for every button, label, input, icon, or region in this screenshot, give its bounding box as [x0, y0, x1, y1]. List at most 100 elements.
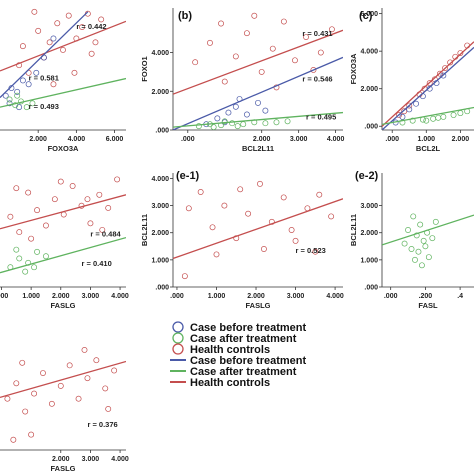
data-point — [423, 117, 430, 124]
data-point — [260, 246, 267, 252]
regression-line — [382, 214, 474, 246]
data-point — [50, 35, 57, 42]
data-point — [221, 118, 228, 125]
data-point — [75, 395, 82, 402]
y-tick-label: 4.000 — [151, 50, 169, 57]
data-point — [255, 99, 261, 106]
data-point — [114, 176, 121, 183]
data-point — [232, 103, 239, 110]
y-axis-label: FOXO1 — [140, 56, 149, 81]
data-point — [105, 204, 112, 211]
data-point — [65, 12, 72, 19]
data-point — [234, 123, 241, 130]
data-point — [23, 104, 30, 111]
data-point — [19, 77, 26, 84]
data-point — [417, 221, 424, 228]
x-tick-label: 1.000 — [418, 136, 436, 143]
data-point — [88, 50, 95, 57]
data-point — [426, 80, 433, 87]
y-tick-label: 3.000 — [151, 203, 169, 210]
data-point — [33, 69, 40, 76]
data-point — [31, 264, 38, 271]
legend-marker — [172, 332, 184, 344]
data-point — [401, 240, 408, 247]
data-point — [312, 248, 319, 255]
x-tick-label: 3.000 — [290, 136, 308, 143]
regression-line — [0, 20, 126, 72]
data-point — [57, 382, 64, 389]
data-point — [28, 431, 35, 438]
data-point — [396, 112, 402, 118]
correlation-label: r = 0.376 — [87, 420, 117, 429]
x-tick-label: 2.000 — [29, 136, 47, 143]
data-point — [442, 65, 448, 72]
data-point — [251, 12, 258, 19]
x-tick-label: 2.000 — [452, 136, 470, 143]
y-tick-label: 2.000 — [360, 230, 378, 237]
y-tick-label: 2.000 — [151, 230, 169, 237]
data-point — [6, 100, 13, 107]
correlation-label: r = 0.546 — [302, 75, 332, 84]
data-point — [25, 189, 32, 196]
data-point — [48, 400, 55, 407]
data-point — [262, 107, 269, 114]
data-point — [40, 370, 46, 376]
data-point — [84, 375, 91, 382]
data-point — [310, 67, 317, 73]
data-point — [257, 180, 263, 187]
data-point — [269, 45, 276, 52]
data-point — [81, 347, 88, 353]
x-tick-label: .200 — [419, 293, 433, 300]
x-axis-label: FASLG — [50, 464, 75, 473]
data-point — [210, 124, 217, 130]
data-point — [447, 59, 454, 66]
data-point — [409, 117, 416, 124]
x-tick-label: .4 — [457, 293, 463, 300]
data-point — [401, 108, 408, 115]
data-point — [181, 273, 188, 280]
data-point — [31, 8, 38, 15]
data-point — [435, 114, 442, 121]
data-point — [225, 109, 232, 116]
data-point — [13, 246, 20, 253]
correlation-label: r = 0.410 — [82, 259, 112, 268]
data-point — [221, 202, 228, 209]
y-tick-label: 2.000 — [151, 89, 169, 96]
legend-label: Case before treatment — [190, 355, 306, 367]
x-axis-label: BCL2L11 — [242, 144, 274, 153]
data-point — [16, 104, 23, 111]
data-point — [19, 43, 26, 50]
data-point — [34, 248, 41, 255]
data-point — [410, 213, 417, 220]
data-point — [399, 119, 406, 126]
data-point — [34, 207, 41, 214]
data-point — [457, 110, 464, 117]
data-point — [328, 213, 335, 220]
data-point — [105, 406, 112, 412]
data-point — [229, 120, 236, 127]
data-point — [92, 39, 99, 46]
data-point — [54, 20, 61, 27]
data-point — [218, 20, 224, 27]
data-point — [422, 243, 429, 250]
regression-line — [173, 111, 343, 128]
data-point — [4, 395, 11, 402]
data-point — [197, 189, 204, 195]
data-point — [280, 194, 287, 201]
x-tick-label: 2.000 — [52, 456, 70, 463]
data-point — [69, 183, 76, 189]
correlation-label: r = 0.442 — [76, 22, 106, 31]
data-point — [432, 218, 439, 225]
data-point — [232, 53, 239, 60]
x-tick-label: 1.000 — [22, 293, 40, 300]
correlation-label: r = 0.493 — [29, 102, 59, 111]
data-point — [258, 68, 265, 75]
y-tick-label: .000 — [364, 285, 378, 292]
data-point — [51, 196, 58, 203]
data-point — [29, 100, 36, 107]
regression-line — [382, 41, 474, 127]
regression-line — [173, 56, 343, 130]
data-point — [2, 92, 9, 99]
data-point — [102, 385, 109, 392]
